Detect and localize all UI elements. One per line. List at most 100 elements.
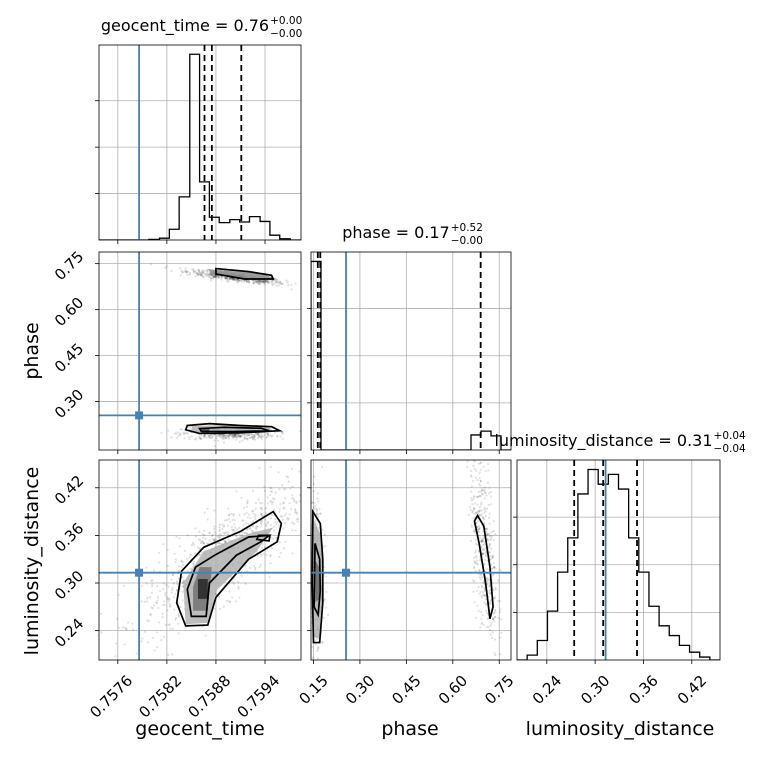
sample-point (235, 490, 238, 493)
sample-point (269, 523, 272, 527)
sample-point (259, 552, 262, 556)
sample-point (252, 433, 255, 436)
sample-point (315, 499, 317, 501)
sample-point (273, 431, 277, 434)
sample-point (202, 276, 205, 279)
sample-point (484, 491, 487, 495)
sample-point (473, 528, 476, 531)
sample-point (274, 520, 277, 523)
sample-point (224, 540, 227, 543)
sample-point (269, 434, 272, 437)
sample-point (260, 434, 263, 438)
sample-point (321, 528, 324, 531)
sample-point (243, 513, 246, 516)
sample-point (218, 433, 221, 436)
sample-point (255, 527, 258, 531)
sample-point (205, 436, 208, 439)
sample-point (169, 627, 172, 630)
sample-point (473, 460, 477, 463)
sample-point (169, 604, 172, 607)
sample-point (480, 493, 484, 496)
sample-point (203, 433, 206, 436)
sample-point (302, 289, 304, 291)
sample-point (270, 536, 273, 539)
sample-point (222, 531, 225, 535)
sample-point (230, 596, 234, 599)
sample-point (207, 273, 210, 276)
sample-point (252, 520, 255, 523)
sample-point (491, 556, 495, 559)
sample-point (180, 560, 183, 563)
sample-point (480, 595, 483, 598)
sample-point (483, 489, 486, 492)
sample-point (488, 550, 491, 554)
sample-point (226, 599, 229, 603)
sample-point (486, 617, 489, 620)
sample-point (487, 463, 490, 466)
sample-point (238, 434, 241, 437)
sample-point (488, 543, 492, 546)
sample-point (224, 277, 227, 280)
sample-point (318, 508, 321, 511)
sample-point (273, 529, 276, 532)
sample-point (238, 279, 241, 282)
sample-point (248, 566, 252, 570)
sample-point (228, 277, 232, 281)
sample-point (175, 432, 178, 435)
sample-point (215, 437, 218, 440)
sample-point (211, 534, 214, 537)
sample-point (488, 579, 491, 582)
sample-point (472, 464, 475, 467)
sample-point (180, 428, 184, 431)
sample-point (284, 512, 287, 516)
sample-point (308, 522, 310, 524)
sample-point (162, 543, 165, 546)
sample-point (260, 436, 263, 439)
sample-point (242, 433, 245, 436)
sample-point (259, 279, 262, 282)
sample-point (278, 281, 281, 284)
sample-point (259, 280, 262, 283)
sample-point (124, 626, 127, 630)
sample-point (201, 539, 204, 543)
sample-point (259, 506, 262, 510)
sample-point (227, 434, 230, 437)
sample-point (269, 500, 272, 503)
sample-point (255, 280, 258, 283)
sample-point (209, 436, 212, 440)
sample-point (199, 272, 203, 275)
sample-point (235, 438, 238, 441)
sample-point (143, 630, 147, 633)
sample-point (200, 540, 203, 544)
sample-point (480, 503, 483, 506)
sample-point (493, 565, 496, 568)
sample-point (258, 435, 261, 438)
sample-point (150, 579, 153, 582)
panel-title-minus: −0.00 (451, 235, 483, 247)
sample-point (474, 616, 478, 620)
sample-point (176, 583, 179, 586)
density-contour (473, 513, 494, 619)
sample-point (193, 552, 196, 555)
sample-point (239, 436, 242, 439)
sample-point (479, 536, 482, 539)
sample-point (295, 518, 299, 521)
sample-point (218, 541, 221, 544)
sample-point (251, 438, 255, 441)
sample-point (267, 281, 270, 284)
sample-point (236, 433, 240, 436)
sample-point (476, 479, 479, 482)
sample-point (201, 273, 204, 277)
sample-point (272, 279, 275, 282)
sample-point (487, 503, 490, 507)
sample-point (282, 547, 286, 550)
sample-point (251, 525, 254, 528)
sample-point (146, 641, 150, 644)
sample-point (238, 526, 241, 529)
sample-point (269, 554, 272, 557)
sample-point (262, 281, 265, 284)
sample-point (208, 273, 211, 276)
sample-point (261, 280, 264, 284)
x-tick-label: 0.7582 (135, 672, 185, 722)
sample-point (203, 270, 206, 273)
